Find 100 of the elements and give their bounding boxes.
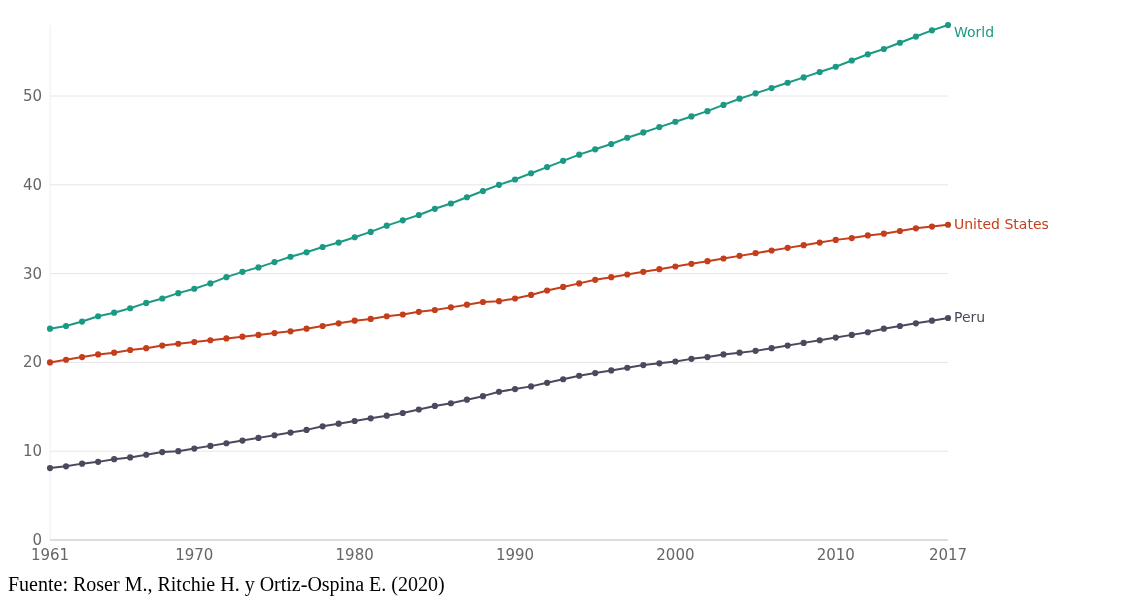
point	[832, 334, 839, 341]
point	[207, 442, 214, 449]
point	[367, 228, 374, 235]
point	[239, 268, 246, 275]
point	[46, 464, 54, 472]
point	[511, 385, 519, 393]
point	[399, 409, 406, 417]
point	[78, 318, 86, 325]
point	[672, 118, 679, 125]
point	[415, 406, 422, 413]
point	[544, 163, 551, 171]
point	[624, 364, 631, 371]
point	[912, 225, 920, 232]
point	[62, 463, 70, 470]
y-tick-label: 40	[22, 175, 42, 194]
point	[560, 283, 567, 291]
point	[656, 266, 663, 273]
x-tick-label: 1970	[175, 546, 214, 564]
point	[143, 345, 150, 352]
point	[736, 95, 743, 102]
point	[672, 358, 679, 365]
point	[560, 376, 567, 383]
point	[640, 361, 647, 369]
point	[864, 232, 871, 239]
point	[303, 249, 310, 256]
point	[287, 429, 294, 436]
point	[303, 325, 310, 332]
series-label: Peru	[954, 309, 986, 326]
point	[928, 27, 936, 34]
point	[864, 51, 871, 58]
point	[207, 337, 214, 344]
point	[656, 360, 663, 367]
point	[511, 295, 519, 302]
point	[752, 347, 759, 354]
y-tick-label: 10	[22, 442, 42, 461]
point	[62, 356, 70, 363]
point	[159, 295, 166, 302]
point	[479, 187, 487, 195]
point	[784, 342, 791, 349]
point	[576, 280, 583, 287]
point	[255, 331, 262, 338]
point	[816, 239, 823, 246]
point	[383, 412, 390, 419]
point	[399, 311, 406, 318]
point	[592, 276, 599, 283]
point	[159, 342, 166, 349]
point	[431, 205, 438, 212]
point	[78, 460, 86, 467]
point	[688, 260, 695, 267]
point	[848, 57, 855, 64]
point	[271, 330, 278, 337]
point	[928, 317, 936, 324]
point	[95, 458, 102, 465]
point	[624, 134, 631, 141]
point	[704, 258, 711, 265]
point	[592, 369, 599, 377]
point	[303, 426, 310, 433]
point	[624, 271, 631, 278]
point	[191, 285, 198, 292]
point	[704, 354, 711, 361]
point	[367, 415, 374, 422]
point	[896, 322, 903, 330]
point	[864, 329, 871, 336]
point	[784, 244, 791, 251]
point	[319, 322, 326, 330]
point	[800, 242, 807, 249]
point	[175, 448, 182, 455]
point	[46, 325, 54, 332]
point	[527, 291, 535, 299]
point	[447, 400, 454, 407]
point	[608, 367, 615, 374]
point	[367, 315, 374, 322]
x-tick-label: 2010	[816, 546, 855, 564]
point	[143, 451, 150, 458]
point	[78, 354, 86, 361]
point	[255, 264, 262, 271]
point	[127, 454, 134, 461]
point	[415, 308, 422, 315]
point	[832, 236, 839, 243]
point	[351, 417, 358, 425]
x-tick-label: 1961	[30, 546, 70, 564]
point	[576, 372, 583, 379]
point	[431, 402, 438, 410]
point	[335, 420, 342, 427]
point	[880, 230, 887, 237]
x-tick-label: 1980	[335, 546, 374, 564]
point	[207, 280, 214, 287]
point	[463, 301, 471, 308]
point	[800, 339, 807, 346]
point	[175, 290, 182, 297]
point	[223, 274, 230, 281]
point	[415, 211, 422, 219]
point	[784, 79, 791, 86]
point	[816, 337, 823, 344]
point	[383, 313, 390, 320]
point	[46, 359, 54, 366]
point	[640, 268, 647, 275]
point	[495, 181, 503, 188]
point	[848, 331, 855, 338]
point	[319, 243, 326, 251]
